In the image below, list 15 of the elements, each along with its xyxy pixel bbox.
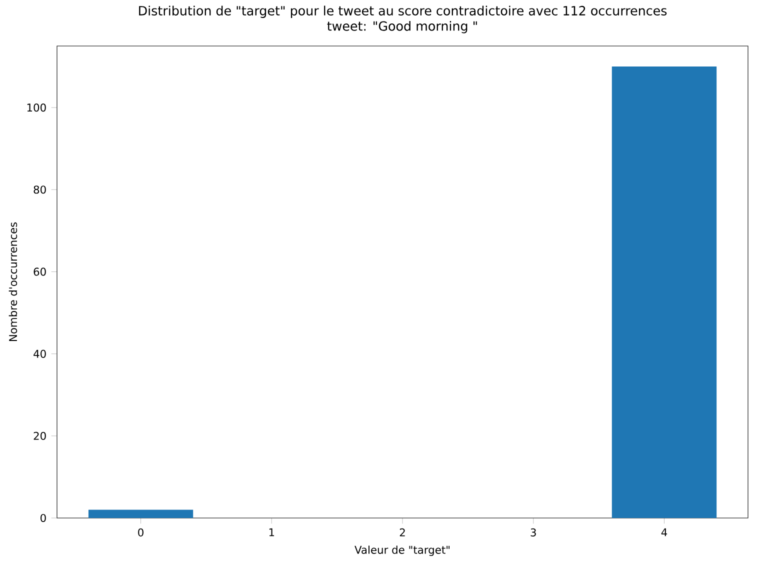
y-tick-label: 100 (27, 104, 46, 112)
y-tick-label: 80 (34, 186, 46, 194)
x-tick-label: 0 (138, 528, 144, 536)
x-tick-label: 1 (269, 528, 274, 536)
chart-subtitle: tweet: "Good morning " (327, 21, 477, 34)
y-tick-label: 40 (34, 350, 46, 358)
y-axis-title: Nombre d'occurrences (8, 222, 18, 342)
y-tick-label: 60 (34, 268, 46, 276)
y-tick-label: 0 (40, 514, 46, 522)
x-tick-label: 3 (530, 528, 536, 536)
x-tick-label: 4 (661, 528, 668, 536)
chart-title: Distribution de "target" pour le tweet au score contradictoire avec 112 occurrences (139, 6, 667, 18)
x-tick-label: 2 (400, 528, 405, 536)
y-tick-label: 20 (34, 432, 46, 440)
x-axis-title: Valeur de "target" (354, 546, 450, 556)
